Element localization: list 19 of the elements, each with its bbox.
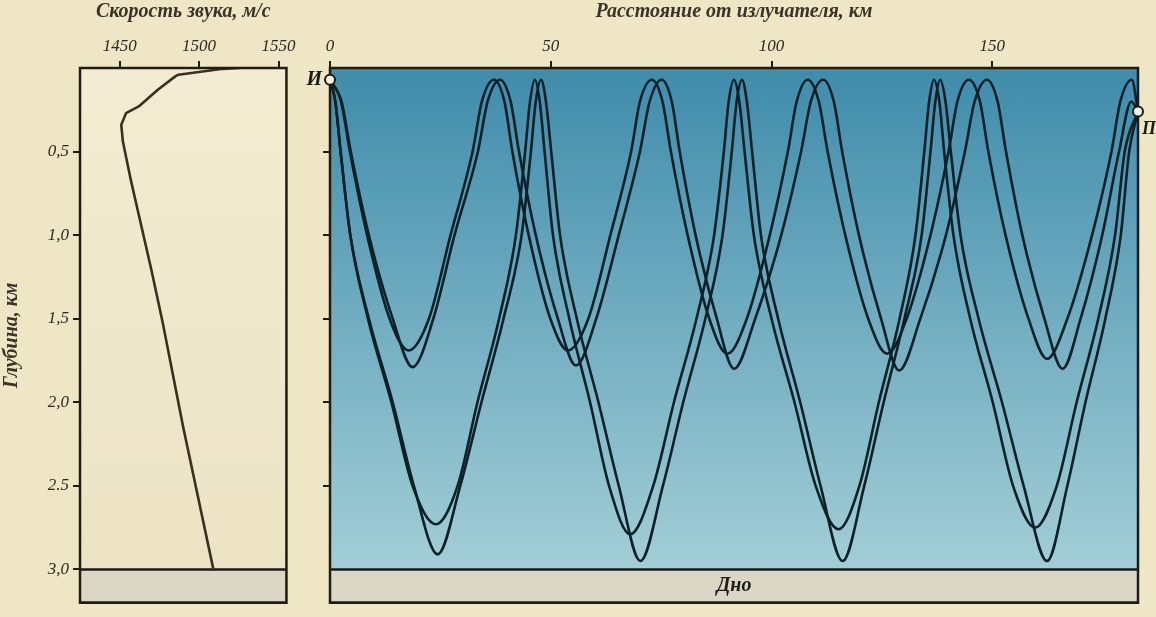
y-tick-label: 2,0 <box>47 391 70 411</box>
x-tick-label: 0 <box>325 36 335 56</box>
x-tick-label: 150 <box>979 36 1006 56</box>
y-tick-label: 2.5 <box>47 475 69 495</box>
annotation: И <box>305 66 324 89</box>
x-axis-title: Расстояние от излучателя, км <box>594 0 873 23</box>
x-tick-label: 1450 <box>102 36 138 56</box>
band-label: Дно <box>714 573 752 597</box>
x-tick-label: 100 <box>758 36 785 56</box>
x-tick-label: 1550 <box>261 36 296 56</box>
y-tick-label: 3,0 <box>46 558 70 578</box>
y-tick-label: 1,5 <box>47 308 69 328</box>
x-axis-title: Скорость звука, м/с <box>95 0 271 23</box>
x-tick-label: 1500 <box>182 36 217 56</box>
annotation: П <box>1141 118 1156 139</box>
x-tick-label: 50 <box>542 36 560 56</box>
y-tick-label: 1,0 <box>47 224 70 244</box>
y-axis-title: Глубина, км <box>0 282 23 390</box>
y-tick-label: 0,5 <box>47 141 69 161</box>
